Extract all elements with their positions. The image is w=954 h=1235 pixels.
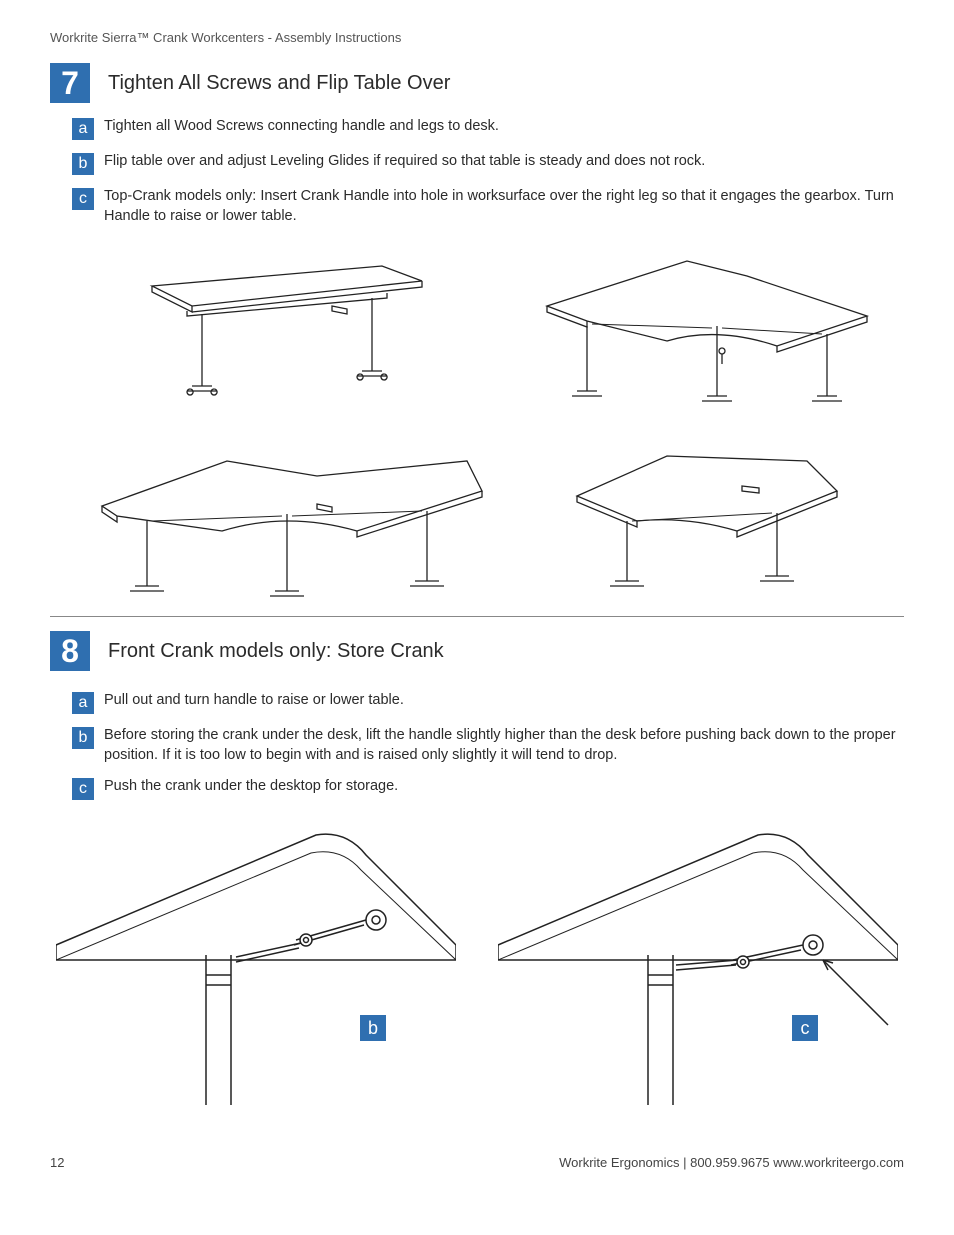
step-7b-letter: b [72, 153, 94, 175]
step-7c-row: c Top-Crank models only: Insert Crank Ha… [72, 187, 904, 226]
step-7-figure-grid [87, 246, 867, 606]
step-8c-row: c Push the crank under the desktop for s… [72, 777, 904, 800]
step-8-header: 8 Front Crank models only: Store Crank [50, 631, 904, 671]
section-divider [50, 616, 904, 617]
desk-illustration-rect [87, 246, 487, 416]
step-8b-letter: b [72, 727, 94, 749]
step-7-header: 7 Tighten All Screws and Flip Table Over [50, 63, 904, 103]
page-footer: 12 Workrite Ergonomics | 800.959.9675 ww… [50, 1145, 904, 1170]
step-7a-letter: a [72, 118, 94, 140]
callout-b-box: b [360, 1015, 386, 1041]
step-7c-letter: c [72, 188, 94, 210]
document-page: Workrite Sierra™ Crank Workcenters - Ass… [0, 0, 954, 1190]
step-8b-row: b Before storing the crank under the des… [72, 726, 904, 765]
step-7c-text: Top-Crank models only: Insert Crank Hand… [104, 187, 904, 226]
callout-c-box: c [792, 1015, 818, 1041]
footer-company: Workrite Ergonomics | 800.959.9675 www.w… [559, 1155, 904, 1170]
step-8-number-box: 8 [50, 631, 90, 671]
desk-illustration-l-shape [527, 246, 887, 416]
document-header: Workrite Sierra™ Crank Workcenters - Ass… [50, 30, 904, 45]
step-8a-text: Pull out and turn handle to raise or low… [104, 691, 404, 711]
crank-illustration-c: c [492, 825, 904, 1105]
crank-illustration-b: b [50, 825, 462, 1105]
step-7-figure-block [50, 246, 904, 606]
step-7b-text: Flip table over and adjust Leveling Glid… [104, 152, 705, 172]
desk-illustration-wide-corner [87, 436, 487, 606]
step-7-number-box: 7 [50, 63, 90, 103]
step-8a-letter: a [72, 692, 94, 714]
step-8c-letter: c [72, 778, 94, 800]
step-8c-text: Push the crank under the desktop for sto… [104, 777, 398, 797]
step-7-title: Tighten All Screws and Flip Table Over [108, 72, 450, 95]
step-8a-row: a Pull out and turn handle to raise or l… [72, 691, 904, 714]
step-7b-row: b Flip table over and adjust Leveling Gl… [72, 152, 904, 175]
step-8-figure-row: b [50, 825, 904, 1105]
page-number: 12 [50, 1155, 64, 1170]
step-8b-text: Before storing the crank under the desk,… [104, 726, 904, 765]
step-8-title: Front Crank models only: Store Crank [108, 640, 444, 663]
step-7a-row: a Tighten all Wood Screws connecting han… [72, 117, 904, 140]
desk-illustration-corner [527, 436, 887, 606]
step-7a-text: Tighten all Wood Screws connecting handl… [104, 117, 499, 137]
